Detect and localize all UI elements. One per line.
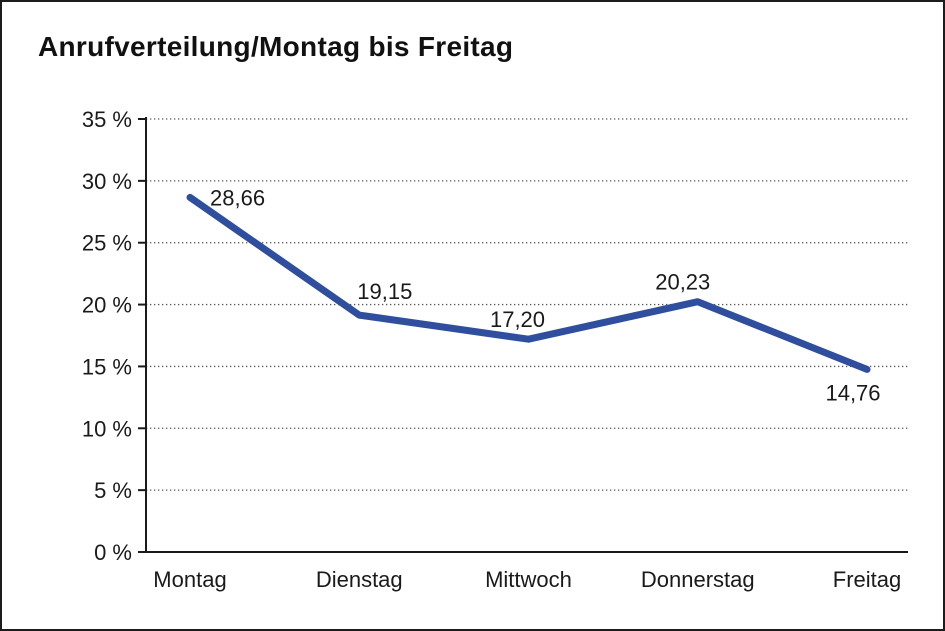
y-tick-label: 25 % bbox=[82, 231, 132, 256]
y-tick-label: 20 % bbox=[82, 293, 132, 318]
y-tick-label: 5 % bbox=[94, 478, 132, 503]
x-tick-label: Dienstag bbox=[316, 567, 403, 592]
y-tick-label: 10 % bbox=[82, 416, 132, 441]
y-tick-label: 0 % bbox=[94, 540, 132, 565]
y-tick-label: 30 % bbox=[82, 169, 132, 194]
data-label: 17,20 bbox=[490, 307, 545, 332]
series-line bbox=[186, 193, 871, 373]
chart-title: Anrufverteilung/Montag bis Freitag bbox=[38, 31, 514, 62]
data-label: 19,15 bbox=[357, 279, 412, 304]
data-label: 28,66 bbox=[210, 185, 265, 210]
x-tick-label: Mittwoch bbox=[485, 567, 572, 592]
x-tick-label: Donnerstag bbox=[641, 567, 755, 592]
x-tick-label: Montag bbox=[153, 567, 226, 592]
y-tick-label: 15 % bbox=[82, 354, 132, 379]
data-label: 20,23 bbox=[655, 270, 710, 295]
data-label: 14,76 bbox=[825, 380, 880, 405]
y-tick-label: 35 % bbox=[82, 107, 132, 132]
x-tick-label: Freitag bbox=[833, 567, 901, 592]
